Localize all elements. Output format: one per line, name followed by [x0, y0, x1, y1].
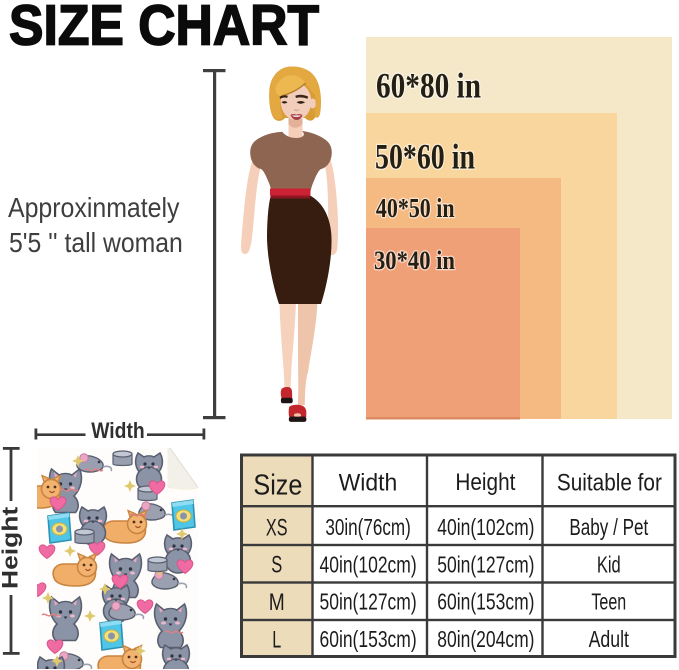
svg-text:Kid: Kid	[597, 551, 621, 577]
svg-text:Suitable for: Suitable for	[557, 469, 662, 496]
svg-text:Width: Width	[339, 470, 398, 497]
svg-text:40*50 in: 40*50 in	[376, 193, 455, 223]
svg-text:Size: Size	[253, 470, 302, 502]
svg-text:40in(102cm): 40in(102cm)	[437, 514, 534, 540]
svg-text:Width: Width	[91, 418, 145, 443]
svg-text:60*80 in: 60*80 in	[376, 66, 481, 106]
svg-text:L: L	[272, 626, 281, 653]
svg-text:40*50 in: 40*50 in	[376, 193, 455, 223]
svg-text:SIZE CHART: SIZE CHART	[9, 0, 319, 58]
svg-text:60*80 in: 60*80 in	[376, 66, 481, 106]
svg-text:XS: XS	[266, 514, 288, 541]
svg-text:50in(127cm): 50in(127cm)	[320, 589, 417, 615]
svg-text:50in(127cm): 50in(127cm)	[437, 551, 534, 577]
svg-text:M: M	[269, 589, 285, 616]
svg-text:30in(76cm): 30in(76cm)	[325, 514, 410, 540]
svg-text:30*40 in: 30*40 in	[374, 246, 455, 275]
svg-text:30*40 in: 30*40 in	[374, 246, 455, 275]
svg-text:Adult: Adult	[589, 626, 630, 652]
svg-text:80in(204cm): 80in(204cm)	[437, 626, 534, 652]
svg-text:Height: Height	[0, 506, 23, 589]
svg-text:Baby / Pet: Baby / Pet	[569, 514, 648, 540]
svg-text:60in(153cm): 60in(153cm)	[320, 626, 417, 652]
svg-text:Approxinmately: Approxinmately	[8, 192, 180, 223]
svg-text:Height: Height	[455, 469, 515, 496]
svg-text:50*60 in: 50*60 in	[375, 137, 475, 177]
svg-text:5'5 '' tall woman: 5'5 '' tall woman	[9, 227, 183, 258]
svg-text:S: S	[271, 552, 282, 579]
svg-text:Teen: Teen	[591, 589, 626, 615]
svg-text:50*60 in: 50*60 in	[375, 137, 475, 177]
svg-text:60in(153cm): 60in(153cm)	[437, 589, 534, 615]
svg-text:40in(102cm): 40in(102cm)	[320, 551, 417, 577]
